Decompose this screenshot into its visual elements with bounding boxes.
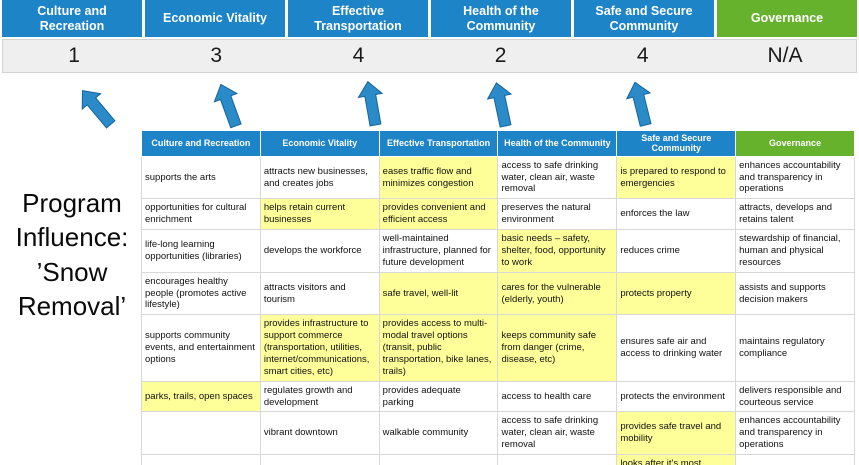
table-cell: enhances accountability and transparency… xyxy=(735,155,855,200)
page-title: Program Influence: ’Snow Removal’ xyxy=(15,188,129,321)
pillar-header-band: Culture and Recreation Economic Vitality… xyxy=(2,0,857,37)
table-cell: is prepared to respond to emergencies xyxy=(616,155,737,200)
up-arrow-icon xyxy=(72,82,121,134)
pillar-header-economic-vitality: Economic Vitality xyxy=(145,0,285,37)
table-cell: supports the arts xyxy=(141,155,261,200)
table-row: supports community events, and entertain… xyxy=(141,314,855,382)
pillar-header-effective-transportation: Effective Transportation xyxy=(288,0,428,37)
table-cell: walkable community xyxy=(378,411,499,456)
table-cell: access to safe drinking water, clean air… xyxy=(497,155,618,200)
table-cell: enforces the law xyxy=(616,198,737,231)
score-band: 1 3 4 2 4 N/A xyxy=(2,39,857,73)
table-row: encourages healthy people (promotes acti… xyxy=(141,271,855,316)
table-cell xyxy=(378,454,499,465)
table-cell: vibrant downtown xyxy=(259,411,380,456)
table-cell xyxy=(497,454,618,465)
table-cell: parks, trails, open spaces xyxy=(141,380,261,413)
table-row: parks, trails, open spaces regulates grow… xyxy=(141,380,855,413)
table-cell: ensures safe air and access to drinking … xyxy=(616,314,737,382)
table-cell: provides access to multi-modal travel op… xyxy=(378,314,499,382)
table-cell xyxy=(141,454,261,465)
table-cell: basic needs – safety, shelter, food, opp… xyxy=(497,229,618,273)
table-cell: encourages healthy people (promotes acti… xyxy=(141,271,261,316)
up-arrow-icon xyxy=(355,78,389,128)
table-cell: access to safe drinking water, clean air… xyxy=(497,411,618,456)
table-cell: attracts visitors and tourism xyxy=(259,271,380,316)
score-economic-vitality: 3 xyxy=(210,44,223,67)
table-cell: reduces crime xyxy=(616,229,737,273)
score-governance: N/A xyxy=(767,44,803,67)
table-cell: safe travel, well-lit xyxy=(378,271,499,316)
table-cell: preserves the natural environment xyxy=(497,198,618,231)
influence-table: Culture and Recreation Economic Vitality E… xyxy=(141,130,855,465)
table-cell: maintains regulatory compliance xyxy=(735,314,855,382)
pillar-header-governance: Governance xyxy=(717,0,857,37)
pillar-header-health-community: Health of the Community xyxy=(431,0,571,37)
table-cell: attracts, develops and retains talent xyxy=(735,198,855,231)
table-cell: looks after it's most vulnerable xyxy=(616,454,737,465)
pillar-header-culture-recreation: Culture and Recreation xyxy=(2,0,142,37)
table-cell xyxy=(735,454,855,465)
table-header: Governance xyxy=(735,130,855,157)
table-cell: life-long learning opportunities (librar… xyxy=(141,229,261,273)
table-cell: provides safe travel and mobility xyxy=(616,411,737,456)
table-header: Culture and Recreation xyxy=(141,130,261,157)
table-row: vibrant downtown walkable community access… xyxy=(141,411,855,456)
table-cell: attracts new businesses, and creates job… xyxy=(259,155,380,200)
score-effective-transportation: 4 xyxy=(352,44,365,67)
table-cell: develops the workforce xyxy=(259,229,380,273)
table-cell: stewardship of financial, human and phys… xyxy=(735,229,855,273)
table-cell: delivers responsible and courteous servi… xyxy=(735,380,855,413)
table-row: supports the arts attracts new businesses… xyxy=(141,155,855,200)
pillar-header-safe-secure-community: Safe and Secure Community xyxy=(574,0,714,37)
table-cell: provides convenient and efficient access xyxy=(378,198,499,231)
score-culture-recreation: 1 xyxy=(68,44,80,67)
table-cell xyxy=(259,454,380,465)
table-cell: eases traffic flow and minimizes congest… xyxy=(378,155,499,200)
table-cell xyxy=(141,411,261,456)
table-cell: enhances accountability and transparency… xyxy=(735,411,855,456)
table-cell: well-maintained infrastructure, planned … xyxy=(378,229,499,273)
table-header: Effective Transportation xyxy=(378,130,499,157)
table-cell: access to health care xyxy=(497,380,618,413)
score-safe-secure-community: 4 xyxy=(636,44,649,67)
up-arrow-icon xyxy=(622,78,658,129)
table-cell: keeps community safe from danger (crime,… xyxy=(497,314,618,382)
table-cell: opportunities for cultural enrichment xyxy=(141,198,261,231)
score-health-community: 2 xyxy=(494,44,507,67)
table-header: Health of the Community xyxy=(497,130,618,157)
table-cell: regulates growth and development xyxy=(259,380,380,413)
up-arrow-icon xyxy=(208,79,248,131)
table-row: looks after it's most vulnerable xyxy=(141,454,855,465)
table-cell: provides adequate parking xyxy=(378,380,499,413)
table-cell: protects the environment xyxy=(616,380,737,413)
table-header: Safe and Secure Community xyxy=(616,130,737,157)
table-cell: protects property xyxy=(616,271,737,316)
table-cell: assists and supports decision makers xyxy=(735,271,855,316)
table-cell: helps retain current businesses xyxy=(259,198,380,231)
table-header: Economic Vitality xyxy=(259,130,380,157)
table-cell: cares for the vulnerable (elderly, youth… xyxy=(497,271,618,316)
table-header-row: Culture and Recreation Economic Vitality E… xyxy=(141,130,855,157)
up-arrow-icon xyxy=(483,79,518,129)
table-cell: provides infrastructure to support comme… xyxy=(259,314,380,382)
table-row: opportunities for cultural enrichment hel… xyxy=(141,198,855,231)
table-cell: supports community events, and entertain… xyxy=(141,314,261,382)
table-row: life-long learning opportunities (librar… xyxy=(141,229,855,273)
